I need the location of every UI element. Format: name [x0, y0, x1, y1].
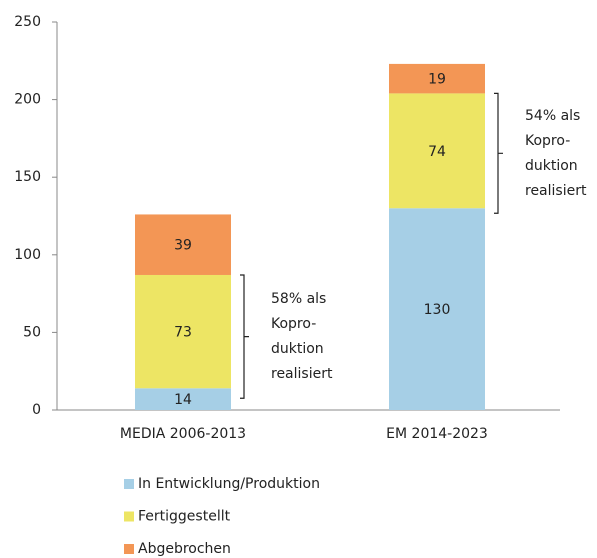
data-label: 14 [174, 392, 192, 408]
annotation: Kopro- [271, 316, 316, 332]
x-tick-label: MEDIA 2006-2013 [120, 426, 246, 442]
annotation: duktion [271, 341, 324, 357]
annotation: duktion [525, 158, 578, 174]
y-tick-label: 100 [14, 247, 41, 263]
data-label: 19 [428, 72, 446, 88]
bar-segment [389, 208, 485, 410]
bar-segment [389, 93, 485, 209]
y-tick-label: 250 [14, 14, 41, 30]
annotation: 58% als [271, 291, 326, 307]
legend-swatch [124, 479, 134, 489]
data-label: 73 [174, 325, 192, 341]
y-tick-label: 50 [23, 324, 41, 340]
legend-label: Abgebrochen [138, 541, 231, 557]
bar-segment [135, 214, 231, 275]
bar-segment [135, 274, 231, 389]
annotation: realisiert [525, 183, 587, 199]
y-tick-label: 200 [14, 92, 41, 108]
data-label: 74 [428, 144, 446, 160]
annotation: Kopro- [525, 133, 570, 149]
y-tick-label: 0 [32, 402, 41, 418]
bar-segment [389, 63, 485, 94]
bar-segment [135, 388, 231, 410]
brace [240, 274, 249, 399]
legend-swatch [124, 544, 134, 554]
legend-swatch [124, 511, 134, 522]
brace [494, 92, 503, 214]
y-tick-label: 150 [14, 169, 41, 185]
data-label: 130 [424, 302, 451, 318]
legend-label: In Entwicklung/Produktion [138, 476, 320, 492]
legend-label: Fertiggestellt [138, 509, 231, 525]
annotation: 54% als [525, 108, 580, 124]
data-label: 39 [174, 238, 192, 254]
x-tick-label: EM 2014-2023 [386, 426, 488, 442]
annotation: realisiert [271, 366, 333, 382]
